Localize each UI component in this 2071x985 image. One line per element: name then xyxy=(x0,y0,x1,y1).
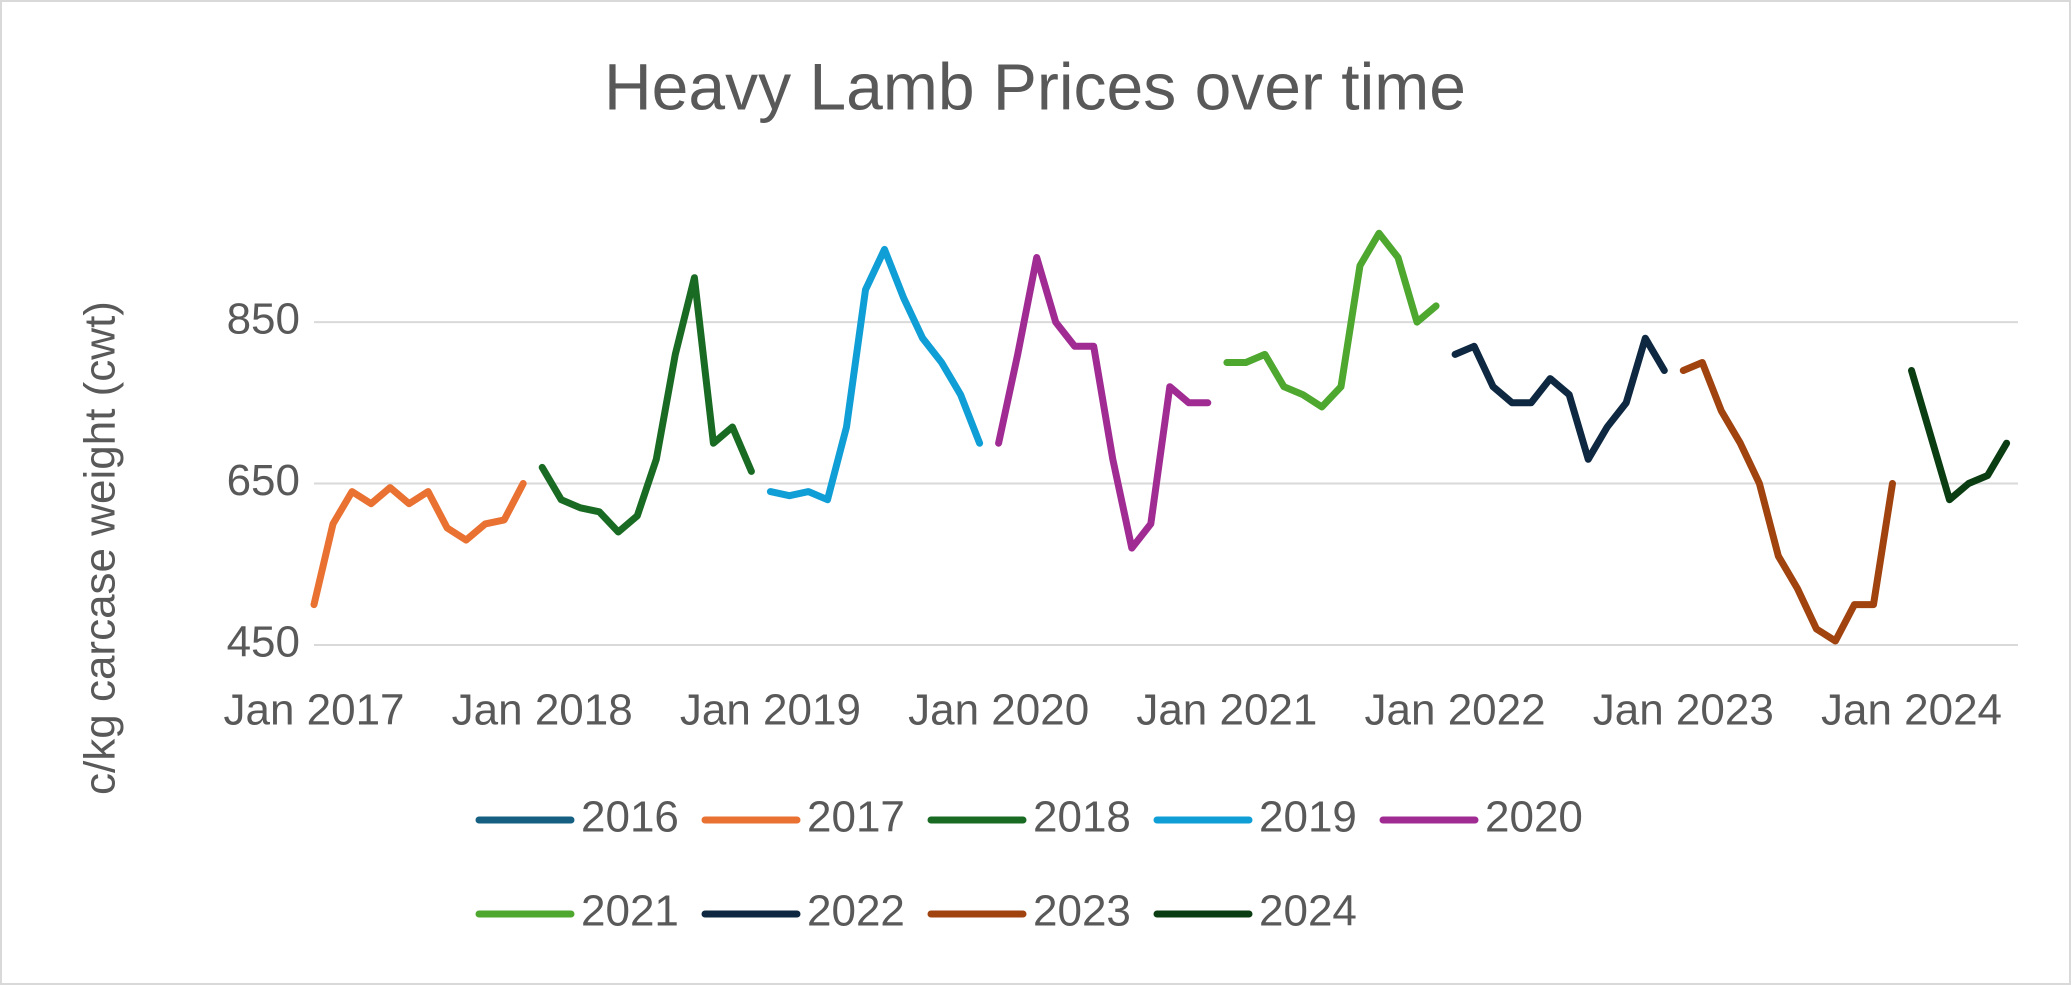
series-line xyxy=(1451,334,1668,463)
series-line xyxy=(538,274,755,536)
chart-title: Heavy Lamb Prices over time xyxy=(604,49,1466,123)
legend-label: 2017 xyxy=(807,793,905,842)
legend-label: 2019 xyxy=(1259,793,1357,842)
series-line xyxy=(1223,229,1440,411)
y-tick-label: 650 xyxy=(227,456,300,505)
series-line xyxy=(1679,359,1896,645)
series-line xyxy=(1908,367,2011,504)
x-tick-label: Jan 2022 xyxy=(1365,686,1546,735)
legend-label: 2024 xyxy=(1259,887,1357,936)
x-tick-label: Jan 2023 xyxy=(1593,686,1774,735)
x-tick-label: Jan 2024 xyxy=(1821,686,2002,735)
legend-label: 2020 xyxy=(1485,793,1583,842)
y-tick-label: 850 xyxy=(227,295,300,344)
legend-label: 2023 xyxy=(1033,887,1131,936)
legend-label: 2021 xyxy=(581,887,679,936)
x-tick-label: Jan 2017 xyxy=(223,686,404,735)
series-line xyxy=(995,254,1212,552)
legend-label: 2016 xyxy=(581,793,679,842)
x-tick-label: Jan 2019 xyxy=(680,686,861,735)
x-tick-label: Jan 2021 xyxy=(1136,686,1317,735)
x-tick-label: Jan 2020 xyxy=(908,686,1089,735)
legend-label: 2022 xyxy=(807,887,905,936)
y-axis-label: c/kg carcase weight (cwt) xyxy=(76,301,125,795)
y-tick-label: 450 xyxy=(227,618,300,667)
series-line xyxy=(766,245,984,504)
series-line xyxy=(310,480,527,609)
x-tick-label: Jan 2018 xyxy=(452,686,633,735)
legend-label: 2018 xyxy=(1033,793,1131,842)
